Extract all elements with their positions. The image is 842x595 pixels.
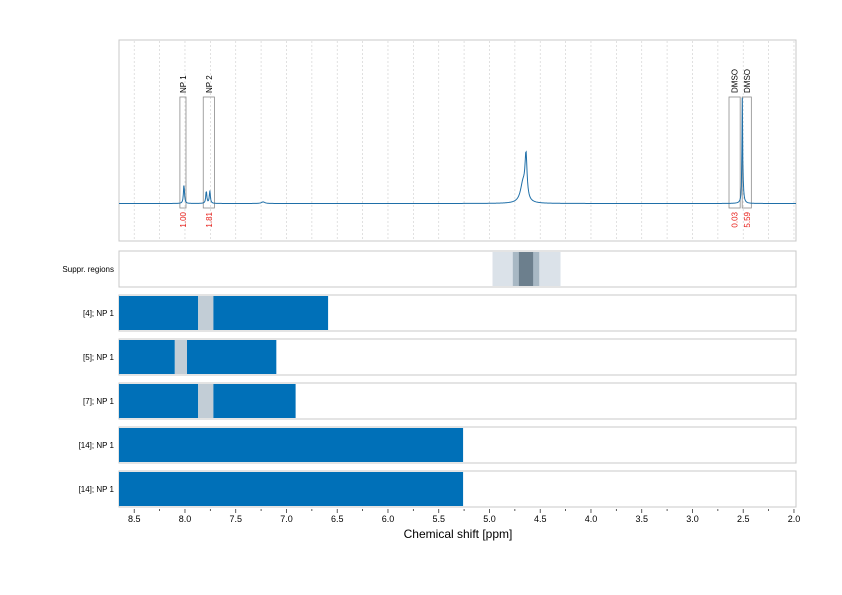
range-row: [14]; NP 1 [79, 426, 797, 464]
panel-frame [118, 250, 797, 288]
x-tick-label: 3.0 [686, 514, 699, 524]
x-tick-label: 6.5 [331, 514, 344, 524]
integral-value: 5.59 [743, 211, 752, 227]
x-tick-label: 2.0 [788, 514, 801, 524]
peak-annotation: DMSO 0.03 [728, 69, 741, 228]
peak-annotation: NP 2 1.81 [202, 75, 215, 228]
range-bar [187, 340, 277, 374]
x-tick-label: 6.0 [382, 514, 395, 524]
range-gap [174, 340, 188, 374]
peak-annotation-label: DMSO [743, 69, 752, 93]
peak-annotation-box [179, 96, 187, 209]
range-gap [198, 384, 214, 418]
range-bar [119, 296, 199, 330]
x-tick-label: 4.0 [585, 514, 598, 524]
range-row: [7]; NP 1 [83, 382, 797, 420]
integral-value: 0.03 [731, 211, 740, 227]
row-label: [5]; NP 1 [83, 353, 115, 362]
range-gap [198, 296, 214, 330]
suppressed-band [518, 252, 534, 286]
x-tick-label: 2.5 [737, 514, 750, 524]
peak-annotation-boxes: NP 1 1.00 NP 2 1.81 DMSO 0.03 DMSO 5.59 [179, 69, 752, 228]
spectrum-panel-frame [118, 39, 797, 242]
x-axis: 8.5 8.0 7.5 7.0 6.5 6.0 5.5 5.0 4.5 4.0 3.5 3.0 2.5 2… [128, 509, 800, 524]
peak-annotation-box [202, 96, 215, 209]
peak-annotation-label: NP 2 [205, 75, 214, 93]
integral-value: 1.81 [205, 211, 214, 227]
suppressed-regions-label: Suppr. regions [62, 265, 114, 274]
x-axis-title: Chemical shift [ppm] [404, 527, 513, 541]
range-row: [5]; NP 1 [83, 338, 797, 376]
row-label: [14]; NP 1 [79, 441, 115, 450]
x-tick-label: 3.5 [635, 514, 648, 524]
range-bar [213, 296, 329, 330]
range-bar [213, 384, 296, 418]
x-tick-label: 5.5 [432, 514, 445, 524]
integral-value: 1.00 [179, 211, 188, 227]
x-tick-label: 7.0 [280, 514, 293, 524]
range-bar [119, 472, 464, 506]
spectrum-line [119, 97, 796, 204]
peak-annotation-label: NP 1 [179, 75, 188, 93]
x-tick-label: 8.0 [179, 514, 192, 524]
x-tick-label: 7.5 [229, 514, 242, 524]
x-tick-label: 8.5 [128, 514, 141, 524]
range-bar [119, 428, 464, 462]
x-tick-label: 5.0 [483, 514, 496, 524]
peak-annotation-box [728, 96, 741, 209]
suppressed-regions-panel: Suppr. regions [62, 250, 797, 288]
range-row: [4]; NP 1 [83, 294, 797, 332]
peak-annotation: NP 1 1.00 [179, 75, 188, 228]
range-bar [119, 384, 199, 418]
range-bar [119, 340, 175, 374]
spectrum-panel: NP 1 1.00 NP 2 1.81 DMSO 0.03 DMSO 5.59 [118, 39, 797, 242]
grid-lines [133, 41, 795, 240]
range-row: [14]; NP 1 [79, 470, 797, 508]
peak-annotation-label: DMSO [731, 69, 740, 93]
x-tick-label: 4.5 [534, 514, 547, 524]
row-label: [7]; NP 1 [83, 397, 115, 406]
range-panels: Suppr. regions [4]; NP 1 [5]; NP 1 [7]; NP … [62, 250, 797, 508]
row-label: [14]; NP 1 [79, 485, 115, 494]
row-label: [4]; NP 1 [83, 309, 115, 318]
